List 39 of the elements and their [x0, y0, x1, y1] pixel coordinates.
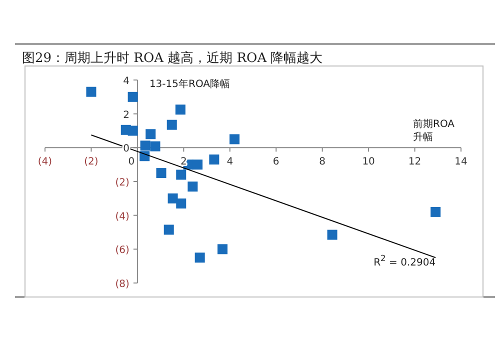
x-tick-label: (4) — [38, 156, 52, 168]
point — [217, 244, 228, 254]
y-tick-label: (2) — [115, 178, 130, 188]
point — [192, 160, 203, 170]
point — [176, 170, 186, 180]
point — [175, 104, 186, 115]
point — [188, 182, 198, 192]
y-tick-label: 4 — [123, 76, 130, 87]
x-tick-label: 10 — [362, 156, 375, 168]
point — [194, 252, 205, 263]
point — [150, 141, 160, 152]
x-tick-label: (2) — [84, 156, 98, 168]
y-tick-label: (8) — [115, 279, 130, 290]
point — [140, 140, 150, 151]
x-tick-label: 8 — [319, 156, 326, 168]
point — [128, 126, 138, 136]
x-axis-title: 前期ROA升幅 — [413, 118, 456, 144]
annotation: R$^{2}$ = 0.2904 — [374, 252, 436, 269]
point — [327, 230, 338, 240]
point — [430, 206, 441, 217]
y-tick-label: (4) — [115, 211, 130, 222]
point — [86, 86, 96, 97]
x-tick-label: 14 — [454, 156, 468, 168]
y-tick-label: 2 — [123, 110, 130, 121]
x-tick-label: 4 — [226, 156, 234, 168]
point — [166, 120, 177, 130]
point — [168, 193, 178, 204]
y-axis-title: 13-15年ROA降幅 — [149, 78, 230, 91]
point — [230, 134, 240, 144]
point — [146, 129, 156, 140]
point — [156, 168, 166, 178]
point — [128, 92, 138, 102]
y-tick-label: (6) — [115, 245, 130, 256]
point — [209, 154, 220, 165]
point — [176, 198, 186, 208]
x-tick-label: 12 — [408, 156, 422, 168]
chart-title: 图29：周期上升时 ROA 越高，近期 ROA 降幅越大 — [22, 50, 323, 66]
x-tick-label: 6 — [272, 156, 280, 168]
point — [164, 224, 174, 235]
